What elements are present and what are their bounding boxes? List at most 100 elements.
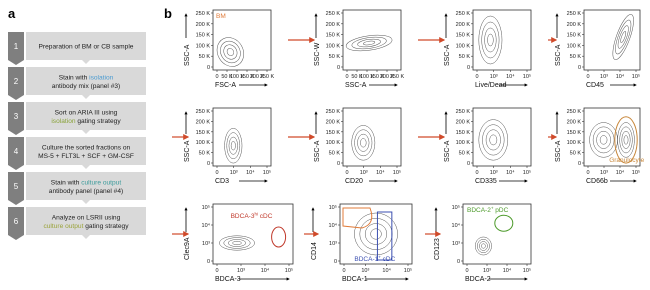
x-tick-label: 10³ [230, 170, 238, 176]
x-tick-label: 50 K [221, 74, 233, 80]
x-tick-label: 0 [345, 74, 348, 80]
step-number: 3 [14, 112, 19, 121]
y-tick-label: 150 K [456, 130, 471, 136]
x-tick-label: 10³ [490, 74, 498, 80]
contour [596, 130, 611, 149]
x-tick-label: 10³ [600, 74, 608, 80]
y-tick-label: 200 K [326, 119, 341, 125]
gate-label-suffix: pDC [493, 207, 508, 214]
y-tick-label: 100 K [567, 43, 582, 49]
gate-label-suffix: cDC [258, 213, 273, 220]
x-tick-label: 10³ [483, 268, 491, 274]
contour [220, 40, 241, 64]
x-tick-label: 10⁵ [523, 267, 531, 274]
step-number: 4 [14, 147, 19, 156]
y-tick-label: 250 K [567, 109, 582, 115]
gate-label-text: BDCA-3 [231, 213, 255, 220]
plot-frame [212, 203, 294, 265]
step-text-part: culture output [81, 179, 121, 186]
y-tick-label: 10⁵ [329, 204, 337, 211]
panel-label: a [8, 6, 16, 21]
contour [232, 240, 242, 246]
contour [474, 236, 492, 256]
y-tick-label: 10⁵ [452, 204, 460, 211]
gate-label-text: BM [216, 13, 226, 20]
step-text-part: gating strategy [76, 118, 122, 125]
contour [223, 237, 251, 249]
x-tick-label: 10⁴ [616, 73, 625, 80]
contour [599, 135, 608, 145]
y-tick-label: 250 K [456, 11, 471, 17]
gate-label-text: BDCA-2 [467, 207, 491, 214]
step-text: Preparation of BM or CB sample [39, 44, 134, 51]
step-text: Stain with isolation [59, 74, 114, 81]
contour [351, 36, 387, 50]
step-text: Stain with culture output [51, 179, 122, 186]
gate-label: Granulocyte [609, 157, 644, 164]
gate-label: BDCA-3hi cDC [231, 212, 273, 221]
gate-label: BDCA-1+ cDC [354, 255, 395, 264]
step-number: 2 [14, 77, 19, 86]
gate-label: BM [216, 13, 226, 20]
y-tick-label: 50 K [329, 151, 341, 157]
x-tick-label: 10³ [600, 170, 608, 176]
y-tick-label: 250 K [326, 11, 341, 17]
y-tick-label: 0 [334, 259, 337, 265]
x-tick-label: 250 K [390, 74, 405, 80]
y-axis-label: SSC-A [555, 140, 562, 162]
y-tick-label: 200 K [567, 22, 582, 28]
contour [478, 15, 503, 65]
step-text: antibody mix (panel #3) [52, 83, 121, 90]
step-text: Analyze on LSRII using [52, 214, 121, 221]
contour [357, 133, 370, 152]
step-box [26, 137, 146, 169]
x-tick-label: 200 K [380, 74, 395, 80]
y-axis-label: SSC-A [555, 44, 562, 66]
x-tick-label: 10⁵ [263, 169, 271, 176]
step-text: antibody panel (panel #4) [49, 188, 123, 195]
step-box [26, 67, 146, 99]
step-number: 5 [14, 182, 19, 191]
contour [612, 14, 634, 60]
x-axis-label: SSC-A [345, 82, 367, 89]
contour [477, 239, 490, 253]
y-tick-label: 50 K [329, 54, 341, 60]
x-tick-label: 10³ [237, 268, 245, 274]
step-text-part: antibody mix (panel #3) [52, 83, 121, 90]
step-text: culture output gating strategy [43, 223, 129, 230]
x-tick-label: 0 [215, 74, 218, 80]
step-tab [8, 102, 24, 135]
y-tick-label: 150 K [456, 33, 471, 39]
contour [354, 129, 373, 157]
gate-label: BDCA-2+ pDC [467, 206, 509, 215]
step-number: 1 [14, 42, 19, 51]
contour [484, 27, 497, 53]
y-tick-label: 50 K [199, 54, 211, 60]
contour [364, 223, 388, 245]
y-axis-label: CD14 [311, 242, 318, 260]
gate-label-text: Granulocyte [609, 157, 644, 164]
x-tick-label: 10⁴ [616, 169, 625, 176]
step-text-part: gating strategy [83, 223, 129, 230]
x-tick-label: 10⁵ [404, 267, 412, 274]
y-axis-label: SSC-A [184, 140, 191, 162]
y-axis-label: CD123 [434, 238, 441, 260]
step-tab [8, 32, 24, 65]
y-tick-label: 10³ [329, 241, 337, 247]
x-tick-label: 0 [215, 170, 218, 176]
y-tick-label: 0 [457, 259, 460, 265]
y-tick-label: 100 K [456, 43, 471, 49]
y-tick-label: 50 K [199, 151, 211, 157]
x-tick-label: 250 K [260, 74, 275, 80]
y-tick-label: 150 K [567, 33, 582, 39]
x-tick-label: 100 K [230, 74, 245, 80]
contour [227, 239, 247, 247]
x-tick-label: 10⁵ [523, 73, 531, 80]
x-tick-label: 0 [465, 268, 468, 274]
y-tick-label: 200 K [567, 119, 582, 125]
step-text: MS-5 + FLT3L + SCF + GM-CSF [38, 153, 134, 160]
y-tick-label: 0 [337, 65, 340, 71]
step-text-part: Stain with [51, 179, 81, 186]
y-tick-label: 0 [467, 65, 470, 71]
